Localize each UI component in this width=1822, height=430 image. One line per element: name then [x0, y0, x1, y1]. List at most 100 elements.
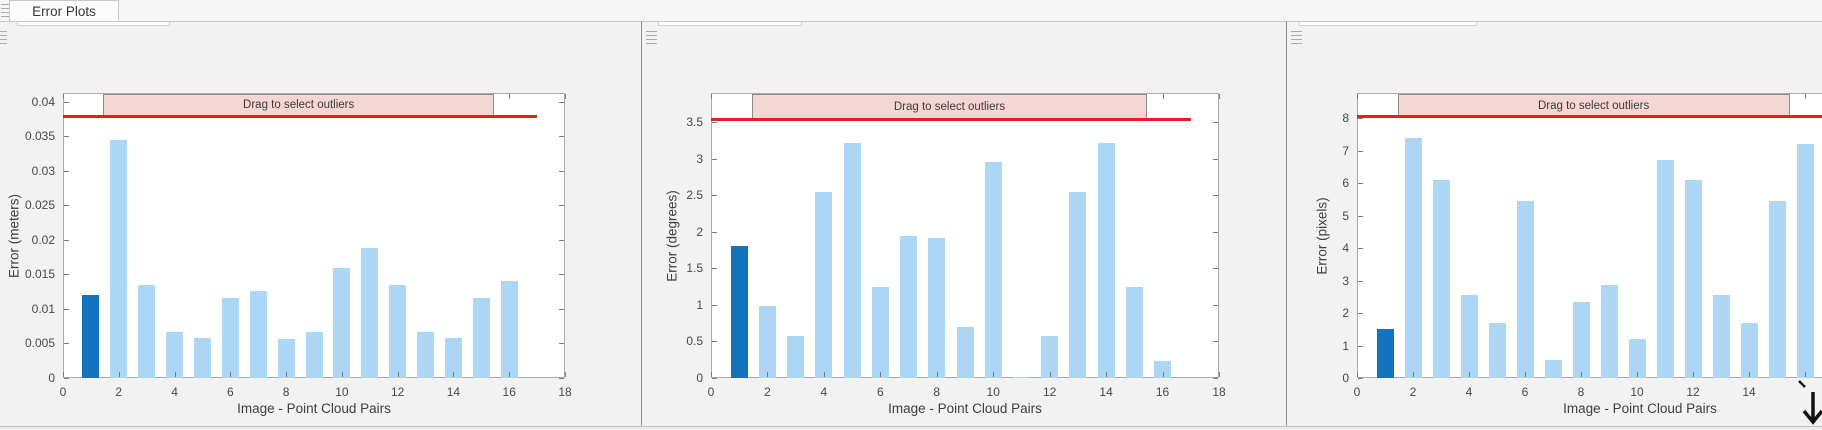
tab-error-plots-label: Error Plots	[32, 3, 96, 19]
reprojection-bar-12	[1684, 179, 1702, 378]
translation-ytick	[64, 378, 69, 379]
reprojection-outlier-band-label: Drag to select outliers	[1537, 99, 1650, 112]
reprojection-bar-2	[1404, 137, 1422, 378]
reprojection-outlier-band[interactable]: Drag to select outliers	[1397, 94, 1790, 117]
translation-bar-12	[389, 284, 407, 378]
translation-ytick-right	[559, 170, 564, 172]
reprojection-x-axis-label: Image - Point Cloud Pairs	[1563, 401, 1717, 416]
reprojection-xtick	[1413, 372, 1414, 377]
reprojection-xtick-label: 2	[1409, 385, 1417, 399]
reprojection-xtick-label: 8	[1577, 385, 1585, 399]
rotation-bar-15	[1125, 286, 1143, 378]
translation-bar-8	[277, 339, 295, 378]
drag-grip-icon[interactable]	[0, 31, 7, 44]
translation-ytick-right	[559, 308, 564, 310]
reprojection-xtick-label: 4	[1465, 385, 1473, 399]
document-tab-bar: Error Plots	[0, 0, 1822, 22]
panel-divider[interactable]	[641, 21, 642, 426]
reprojection-ytick-label: 3	[1342, 273, 1349, 288]
rotation-xtick	[1106, 372, 1108, 377]
translation-ytick-right	[559, 343, 564, 345]
reprojection-xtick	[1581, 372, 1582, 377]
reprojection-bar-5	[1488, 322, 1506, 378]
translation-bar-5	[193, 337, 211, 378]
rotation-threshold-line[interactable]	[711, 117, 1191, 121]
rotation-xtick-label: 0	[707, 385, 715, 399]
translation-xtick-top	[509, 94, 511, 99]
rotation-bar-6	[871, 286, 889, 378]
translation-y-axis-label: Error (meters)	[6, 193, 22, 278]
translation-xtick-label: 12	[390, 385, 405, 399]
translation-ytick	[64, 308, 69, 310]
reprojection-ytick-label: 6	[1342, 176, 1349, 191]
rotation-bar-12	[1041, 336, 1059, 378]
rotation-ytick	[712, 378, 717, 379]
rotation-ytick-label: 2	[696, 224, 703, 239]
translation-xtick-top	[565, 94, 566, 99]
tab-error-plots[interactable]: Error Plots	[9, 0, 119, 21]
reprojection-bar-13	[1712, 295, 1730, 378]
rotation-xtick-label: 2	[764, 385, 771, 399]
translation-ytick-label: 0.01	[31, 301, 55, 316]
reprojection-ytick	[1358, 215, 1363, 217]
reprojection-threshold-line[interactable]	[1357, 115, 1822, 119]
translation-xtick	[174, 372, 176, 377]
translation-xtick	[230, 372, 232, 377]
translation-ytick	[64, 136, 69, 138]
reprojection-ytick	[1358, 345, 1363, 347]
panel-divider[interactable]	[1286, 21, 1287, 426]
reprojection-ytick	[1358, 280, 1363, 282]
rotation-bar-16	[1154, 361, 1172, 378]
translation-bar-9	[305, 331, 323, 378]
reprojection-ytick	[1358, 183, 1363, 185]
translation-bar-1	[82, 295, 100, 378]
reprojection-ytick	[1358, 313, 1363, 314]
rotation-ytick	[712, 195, 717, 197]
rotation-ytick-right	[1213, 122, 1218, 124]
rotation-xtick	[711, 372, 712, 377]
translation-xtick	[118, 372, 120, 377]
translation-ytick	[64, 101, 69, 103]
translation-bar-10	[333, 267, 351, 378]
translation-ytick-right	[559, 205, 564, 207]
reprojection-ytick	[1358, 378, 1363, 379]
reprojection-bar-11	[1656, 160, 1674, 378]
reprojection-xtick-label: 12	[1686, 385, 1700, 399]
rotation-x-axis-label: Image - Point Cloud Pairs	[888, 401, 1042, 416]
rotation-bar-9	[956, 326, 974, 378]
rotation-outlier-band[interactable]: Drag to select outliers	[751, 94, 1148, 119]
rotation-bar-4	[815, 191, 833, 378]
rotation-ytick	[712, 268, 717, 270]
rotation-bar-8	[928, 237, 946, 378]
translation-xtick	[341, 372, 343, 377]
translation-ytick-label: 0.025	[24, 198, 55, 213]
reprojection-bar-7	[1544, 360, 1562, 378]
rotation-xtick-label: 12	[1042, 385, 1057, 399]
translation-xtick-label: 4	[171, 385, 178, 399]
reprojection-ytick-label: 0	[1342, 371, 1349, 385]
rotation-bar-13	[1069, 191, 1087, 378]
drag-grip-icon[interactable]	[1, 4, 12, 17]
rotation-xtick-label: 4	[820, 385, 828, 399]
rotation-ytick-label: 0	[696, 371, 703, 385]
rotation-xtick-top	[1219, 94, 1220, 99]
drag-grip-icon[interactable]	[646, 31, 657, 44]
reprojection-xtick-label: 6	[1521, 385, 1529, 399]
reprojection-bar-10	[1628, 339, 1646, 378]
translation-xtick-label: 8	[282, 385, 290, 399]
translation-outlier-band[interactable]: Drag to select outliers	[103, 94, 494, 116]
translation-xtick-label: 14	[446, 385, 461, 399]
drag-grip-icon[interactable]	[1291, 31, 1302, 44]
rotation-xtick	[767, 372, 769, 377]
reprojection-xtick	[1805, 372, 1806, 377]
translation-xtick-label: 6	[226, 385, 234, 399]
rotation-ytick-label: 3.5	[686, 115, 703, 130]
translation-xtick-label: 16	[502, 385, 516, 399]
translation-ytick	[64, 343, 69, 345]
rotation-xtick-label: 6	[876, 385, 884, 399]
translation-threshold-line[interactable]	[63, 114, 538, 118]
translation-xtick	[509, 372, 511, 377]
rotation-ytick	[712, 158, 717, 160]
translation-bar-14	[444, 337, 462, 378]
